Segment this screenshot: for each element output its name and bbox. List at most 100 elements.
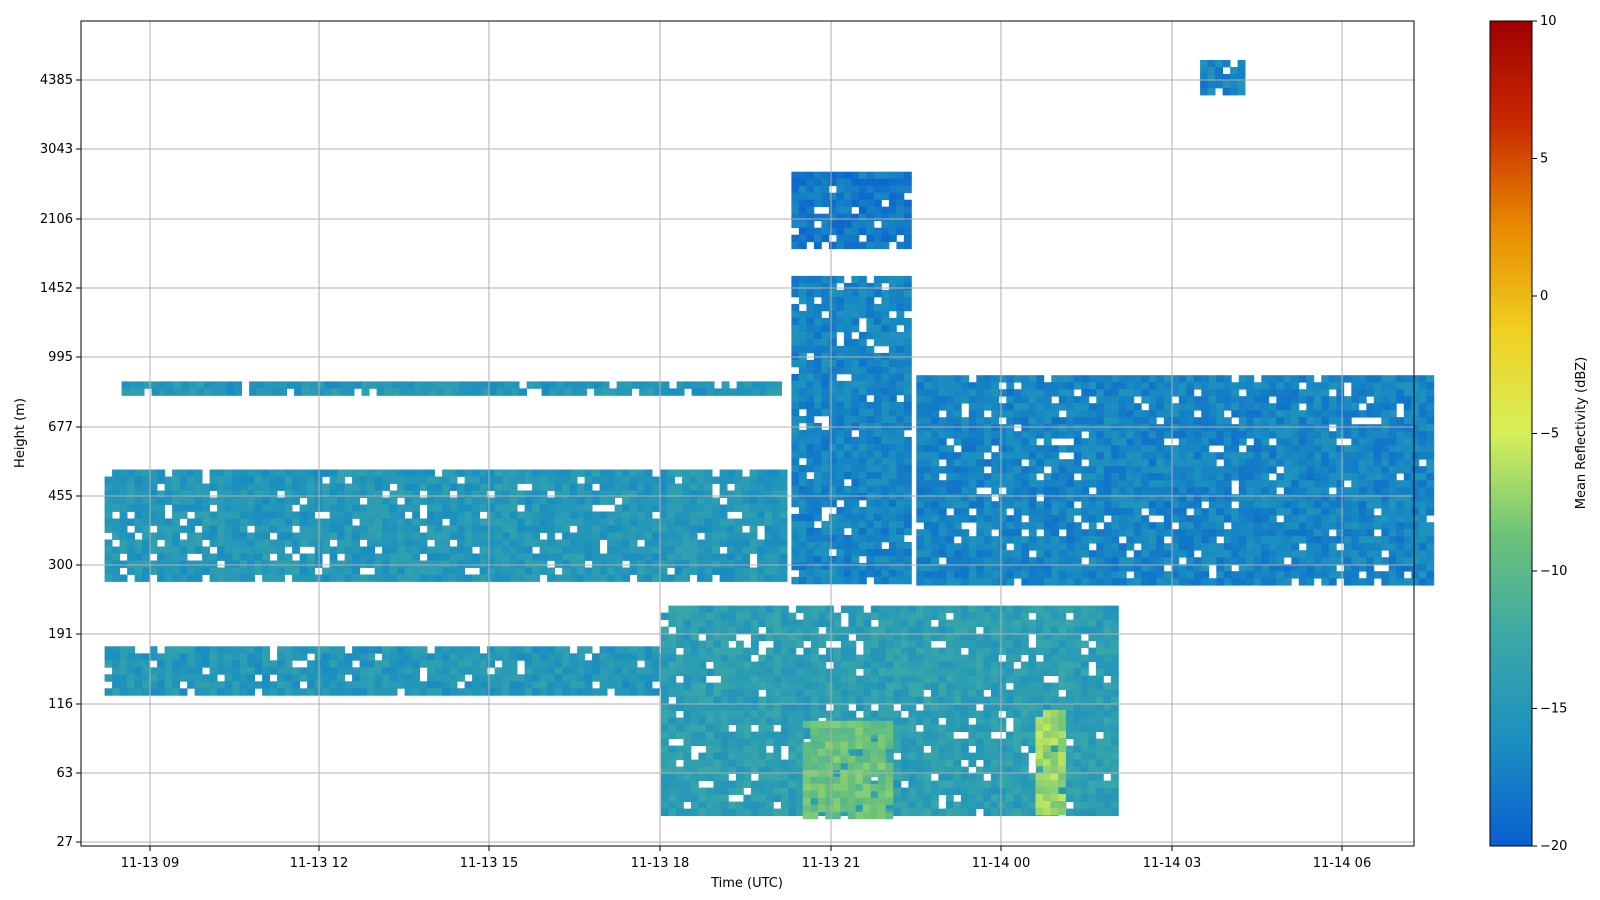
heat-cell [968, 389, 977, 397]
heat-cell [1216, 494, 1225, 502]
heat-cell [689, 567, 698, 575]
heat-cell [187, 490, 195, 498]
heat-cell [851, 373, 860, 382]
heat-cell [843, 387, 852, 396]
heat-cell [674, 567, 683, 575]
heat-cell [569, 483, 578, 491]
heat-cell [983, 403, 992, 411]
heat-cell [851, 241, 860, 250]
heat-cell [157, 490, 165, 498]
heat-cell [976, 536, 985, 544]
heat-cell [1268, 445, 1277, 453]
heat-cell [577, 497, 585, 505]
heat-cell [983, 382, 992, 390]
heat-cell [1096, 501, 1105, 509]
heat-cell [828, 394, 837, 403]
heat-cell [322, 518, 330, 526]
heat-cell [464, 511, 473, 519]
heat-cell [806, 464, 815, 473]
heat-cell [1133, 431, 1142, 439]
heat-cell [1336, 382, 1345, 390]
heat-cell [457, 518, 465, 526]
heat-cell [637, 490, 645, 498]
heat-cell [843, 471, 852, 480]
heat-cell [873, 227, 882, 236]
heat-cell [858, 275, 867, 284]
heat-cell [1298, 417, 1307, 425]
heat-cell [698, 801, 707, 809]
heat-cell [502, 476, 510, 484]
heat-cell [1201, 480, 1210, 488]
heat-cell [779, 490, 788, 498]
heat-cell [254, 539, 263, 547]
heat-cell [479, 518, 488, 526]
heat-cell [404, 674, 413, 682]
heat-cell [554, 574, 563, 582]
heat-cell [1358, 375, 1367, 383]
heat-cell [1291, 403, 1300, 411]
heat-cell [209, 688, 218, 696]
heat-cell [828, 345, 837, 354]
heat-cell [239, 653, 248, 661]
heat-cell [798, 178, 807, 187]
heat-cell [284, 497, 293, 505]
heat-cell [828, 541, 837, 550]
heat-cell [991, 375, 1000, 383]
heat-cell [1133, 578, 1142, 586]
heat-cell [1021, 480, 1030, 488]
heat-cell [1028, 515, 1037, 523]
heat-cell [352, 646, 360, 654]
heat-cell [254, 490, 263, 498]
heat-cell [1351, 375, 1360, 383]
heat-cell [1148, 431, 1157, 439]
heat-cell [1088, 480, 1097, 488]
heat-cell [579, 381, 587, 389]
heat-cell [1103, 494, 1112, 502]
heat-cell [337, 504, 345, 512]
heat-cell [1096, 452, 1105, 460]
heat-cell [359, 574, 368, 582]
heat-cell [419, 497, 428, 505]
heat-cell [697, 469, 705, 477]
heat-cell [1051, 389, 1060, 397]
heat-cell [968, 417, 977, 425]
heat-cell [1343, 578, 1352, 586]
heat-cell [1133, 487, 1142, 495]
heat-cell [798, 171, 807, 180]
heat-cell [813, 548, 822, 557]
heat-cell [675, 661, 684, 669]
heat-cell [744, 381, 752, 389]
heat-cell [1216, 389, 1225, 397]
heat-cell [791, 282, 800, 291]
heat-cell [1253, 515, 1262, 523]
heat-cell [1313, 550, 1322, 558]
heat-cell [359, 646, 368, 654]
heat-cell [983, 396, 992, 404]
heat-cell [813, 185, 822, 194]
heat-cell [1163, 508, 1172, 516]
heat-cell [836, 436, 845, 445]
heat-cell [727, 560, 735, 568]
heat-cell [254, 476, 263, 484]
heat-cell [112, 490, 120, 498]
heat-cell [1118, 424, 1127, 432]
heat-cell [1411, 564, 1420, 572]
heat-cell [1283, 550, 1292, 558]
heat-cell [1193, 557, 1202, 565]
heat-cell [532, 483, 540, 491]
heat-cell [637, 674, 645, 682]
heat-cell [554, 546, 563, 554]
heat-cell [1058, 571, 1067, 579]
heat-cell [639, 381, 647, 389]
heat-cell [821, 534, 830, 543]
heat-cell [720, 612, 729, 620]
heat-cell [524, 681, 533, 689]
heat-cell [427, 532, 435, 540]
heat-cell [367, 660, 375, 668]
heat-cell [1126, 494, 1135, 502]
heat-cell [547, 674, 555, 682]
heat-cell [157, 560, 165, 568]
heat-cell [923, 396, 932, 404]
heat-cell [705, 801, 714, 809]
heat-cell [1088, 494, 1097, 502]
